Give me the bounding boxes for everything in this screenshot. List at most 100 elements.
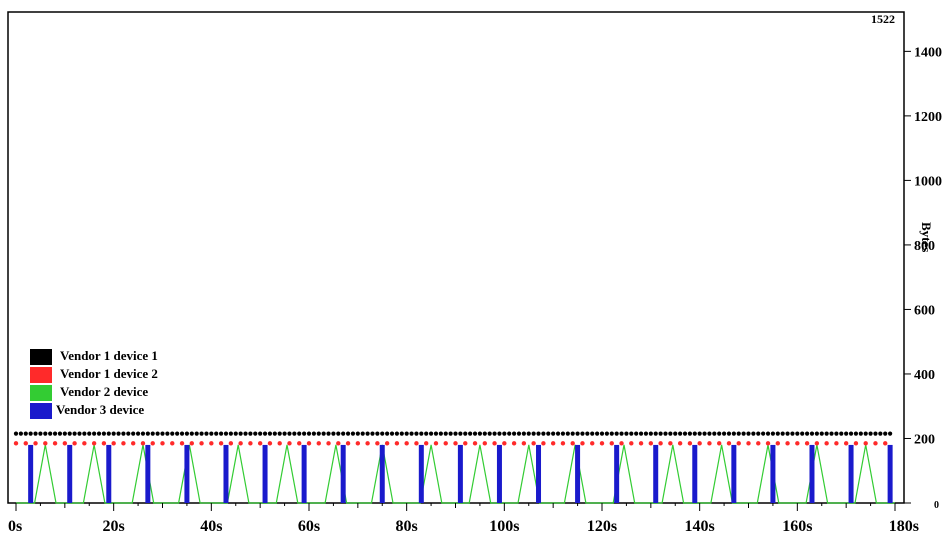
point-vendor-1-device-1 [702, 431, 707, 436]
point-vendor-1-device-2 [795, 441, 800, 446]
point-vendor-1-device-1 [521, 431, 526, 436]
point-vendor-1-device-1 [472, 431, 478, 436]
point-vendor-1-device-2 [355, 441, 361, 446]
point-vendor-1-device-1 [546, 431, 551, 436]
point-vendor-1-device-1 [526, 431, 531, 436]
point-vendor-1-device-2 [677, 441, 683, 446]
point-vendor-1-device-2 [375, 441, 380, 446]
point-vendor-1-device-1 [609, 431, 614, 436]
point-vendor-1-device-1 [116, 431, 121, 436]
legend-swatch [30, 403, 52, 419]
point-vendor-1-device-1 [697, 431, 702, 436]
bar-vendor-3-device [692, 444, 698, 503]
point-vendor-1-device-1 [106, 431, 111, 436]
point-vendor-1-device-1 [809, 431, 815, 436]
point-vendor-1-device-2 [492, 441, 497, 446]
point-vendor-1-device-1 [482, 431, 487, 436]
point-vendor-1-device-2 [599, 441, 605, 446]
bar-vendor-3-device [770, 444, 776, 503]
point-vendor-1-device-2 [414, 441, 419, 446]
point-vendor-1-device-1 [868, 431, 873, 436]
y-tick-label: 400 [914, 368, 935, 383]
point-vendor-1-device-1 [350, 431, 356, 436]
point-vendor-1-device-1 [306, 431, 312, 436]
point-vendor-1-device-2 [785, 441, 790, 446]
point-vendor-1-device-2 [238, 441, 243, 446]
y-tick-label: 1200 [914, 110, 942, 125]
point-vendor-1-device-1 [267, 431, 273, 436]
point-vendor-1-device-2 [365, 441, 370, 446]
point-vendor-1-device-2 [814, 441, 820, 446]
point-vendor-1-device-2 [502, 441, 507, 446]
point-vendor-1-device-1 [96, 431, 102, 436]
point-vendor-1-device-2 [590, 441, 595, 446]
point-vendor-1-device-1 [575, 431, 580, 436]
point-vendor-1-device-1 [785, 431, 790, 436]
point-vendor-1-device-1 [829, 431, 834, 436]
point-vendor-1-device-1 [160, 431, 165, 436]
point-vendor-1-device-1 [33, 431, 38, 436]
point-vendor-1-device-2 [697, 441, 702, 446]
point-vendor-1-device-1 [673, 431, 678, 436]
point-vendor-1-device-1 [717, 431, 722, 436]
point-vendor-1-device-1 [780, 431, 785, 436]
point-vendor-1-device-1 [634, 431, 639, 436]
point-vendor-1-device-1 [560, 431, 566, 436]
point-vendor-1-device-1 [311, 431, 316, 436]
point-vendor-1-device-2 [404, 441, 409, 446]
point-vendor-1-device-1 [751, 431, 756, 436]
legend-swatch [30, 349, 52, 365]
point-vendor-1-device-2 [443, 441, 448, 446]
point-vendor-1-device-1 [57, 431, 63, 436]
bar-vendor-3-device [301, 444, 307, 503]
point-vendor-1-device-1 [419, 431, 424, 436]
point-vendor-1-device-1 [233, 431, 238, 436]
legend-item: Vendor 1 device 2 [30, 366, 220, 384]
point-vendor-1-device-2 [394, 441, 400, 446]
point-vendor-1-device-2 [101, 441, 107, 446]
bar-vendor-3-device [106, 444, 112, 503]
point-vendor-1-device-1 [805, 431, 810, 436]
point-vendor-1-device-1 [800, 431, 805, 436]
legend-label: Vendor 1 device 2 [60, 366, 158, 381]
point-vendor-1-device-1 [243, 431, 248, 436]
point-vendor-1-device-2 [33, 441, 38, 446]
point-vendor-1-device-1 [194, 431, 199, 436]
bar-vendor-3-device [418, 444, 424, 503]
bar-vendor-3-device [262, 444, 268, 503]
point-vendor-1-device-1 [541, 431, 546, 436]
point-vendor-1-device-1 [648, 431, 653, 436]
point-vendor-1-device-1 [653, 431, 658, 436]
point-vendor-1-device-1 [824, 431, 829, 436]
point-vendor-1-device-1 [28, 431, 33, 436]
point-vendor-1-device-2 [765, 441, 771, 446]
point-vendor-1-device-2 [306, 441, 312, 446]
point-vendor-1-device-2 [668, 441, 673, 446]
point-vendor-1-device-1 [375, 431, 380, 436]
point-vendor-1-device-2 [52, 441, 58, 446]
point-vendor-1-device-1 [853, 431, 859, 436]
point-vendor-1-device-1 [223, 431, 229, 436]
point-vendor-1-device-2 [189, 441, 194, 446]
y-axis-title: Bytes [919, 222, 934, 253]
point-vendor-1-device-2 [424, 441, 429, 446]
point-vendor-1-device-1 [765, 431, 771, 436]
point-vendor-1-device-1 [746, 431, 751, 436]
point-vendor-1-device-1 [692, 431, 697, 436]
point-vendor-1-device-1 [516, 431, 522, 436]
point-vendor-1-device-1 [204, 431, 209, 436]
point-vendor-1-device-1 [292, 431, 297, 436]
x-tick-label: 160s [782, 518, 812, 535]
point-vendor-1-device-2 [287, 441, 292, 446]
point-vendor-1-device-1 [385, 431, 390, 436]
point-vendor-1-device-1 [155, 431, 160, 436]
point-vendor-1-device-1 [814, 431, 819, 436]
point-vendor-1-device-2 [82, 441, 87, 446]
point-vendor-1-device-2 [13, 441, 19, 446]
point-vendor-1-device-1 [43, 431, 48, 436]
point-vendor-1-device-2 [316, 441, 321, 446]
point-vendor-1-device-1 [839, 431, 844, 436]
point-vendor-1-device-1 [795, 431, 800, 436]
bar-vendor-3-device [223, 444, 229, 503]
point-vendor-1-device-1 [883, 431, 888, 436]
